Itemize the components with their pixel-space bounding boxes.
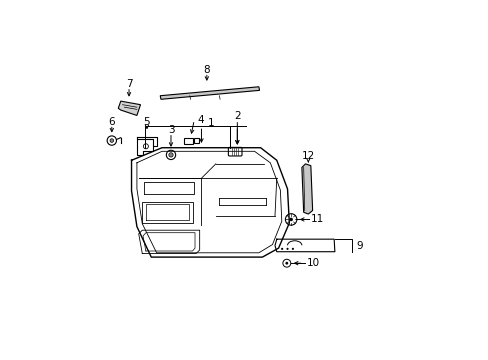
FancyBboxPatch shape	[193, 138, 199, 143]
Text: 8: 8	[203, 64, 210, 75]
Text: 2: 2	[234, 111, 240, 121]
Circle shape	[289, 218, 292, 221]
Polygon shape	[160, 87, 259, 99]
Circle shape	[281, 248, 283, 250]
Polygon shape	[301, 164, 312, 214]
Text: 6: 6	[108, 117, 115, 127]
FancyBboxPatch shape	[183, 138, 192, 144]
Circle shape	[168, 153, 173, 157]
Circle shape	[110, 139, 113, 142]
Circle shape	[285, 262, 287, 265]
Text: 12: 12	[301, 150, 314, 161]
Circle shape	[286, 248, 288, 250]
Text: 9: 9	[356, 240, 362, 251]
Circle shape	[291, 248, 293, 250]
Text: 10: 10	[306, 258, 320, 268]
Text: 1: 1	[208, 118, 214, 128]
Text: 3: 3	[167, 125, 174, 135]
Text: 5: 5	[143, 117, 150, 127]
Text: 11: 11	[310, 215, 324, 224]
Text: 7: 7	[125, 79, 132, 89]
FancyBboxPatch shape	[228, 147, 242, 156]
Text: 4: 4	[197, 115, 203, 125]
Polygon shape	[118, 101, 140, 116]
